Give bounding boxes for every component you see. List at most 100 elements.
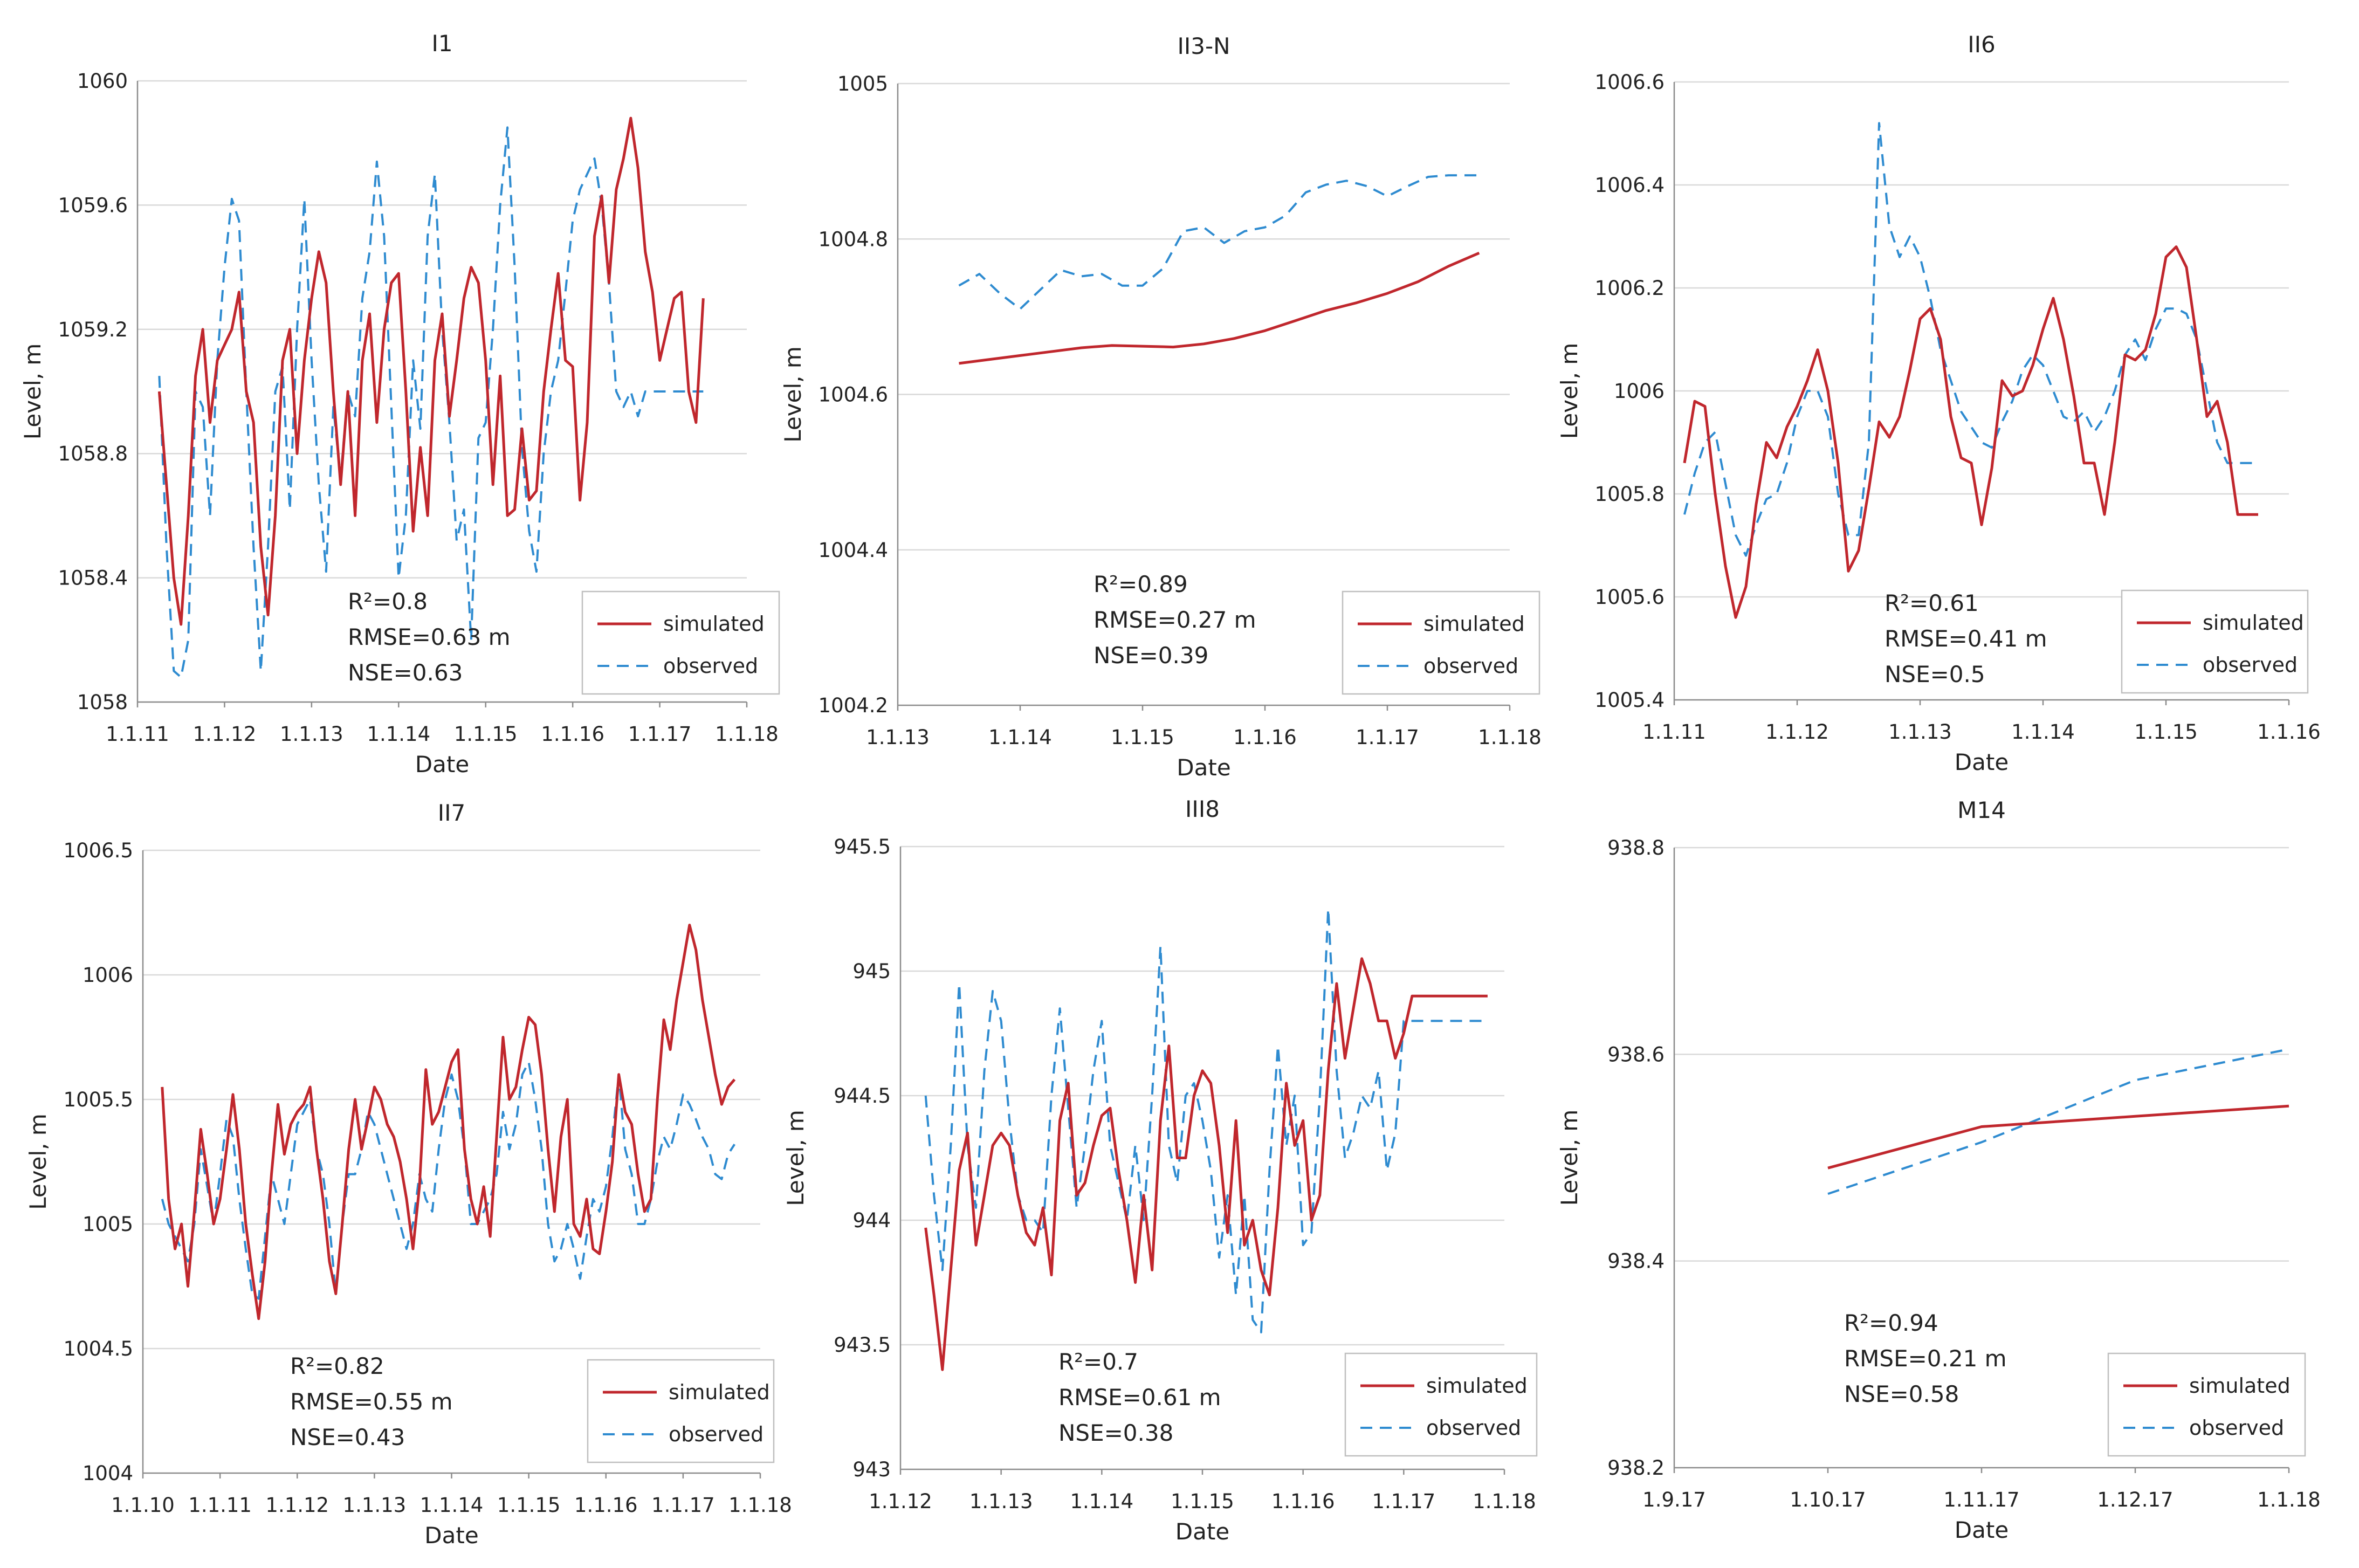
y-tick-label: 1004 xyxy=(82,1462,133,1485)
y-axis-label: Level, m xyxy=(780,346,806,442)
x-axis-label: Date xyxy=(424,1522,478,1549)
y-tick-label: 1006.4 xyxy=(1595,174,1665,197)
series-line-simulated xyxy=(924,957,1488,1371)
x-tick-label: 1.1.14 xyxy=(367,723,430,746)
x-tick-label: 1.1.18 xyxy=(1473,1490,1536,1513)
stat-text: NSE=0.38 xyxy=(1058,1420,1173,1446)
y-tick-label: 1005.6 xyxy=(1595,586,1665,609)
x-tick-label: 1.1.14 xyxy=(2011,720,2075,744)
y-tick-label: 938.4 xyxy=(1607,1250,1665,1273)
legend: simulated observed xyxy=(2107,1352,2306,1457)
legend: simulated observed xyxy=(1342,590,1540,695)
x-tick-label: 1.1.18 xyxy=(2257,1488,2321,1511)
y-tick-label: 1058.8 xyxy=(58,442,128,465)
chart-title: III8 xyxy=(1185,796,1220,822)
x-tick-label: 1.1.13 xyxy=(866,726,930,749)
legend: simulated observed xyxy=(587,1359,775,1463)
y-tick-label: 1005 xyxy=(837,72,888,95)
series-line-simulated xyxy=(161,924,736,1321)
y-tick-label: 1006.5 xyxy=(64,839,133,862)
x-axis-label: Date xyxy=(1955,1517,2009,1543)
x-tick-label: 1.1.16 xyxy=(2257,720,2321,744)
x-tick-label: 1.1.10 xyxy=(111,1494,175,1517)
x-tick-label: 1.1.18 xyxy=(1478,726,1542,749)
x-tick-label: 1.1.14 xyxy=(988,726,1052,749)
y-tick-label: 1005.8 xyxy=(1595,483,1665,506)
chart-title: I1 xyxy=(431,30,452,57)
y-axis-label: Level, m xyxy=(19,343,46,439)
y-tick-label: 1004.8 xyxy=(819,228,888,251)
y-tick-label: 1004.5 xyxy=(64,1337,133,1360)
stat-text: R²=0.82 xyxy=(290,1353,384,1379)
y-tick-label: 1058.4 xyxy=(58,567,128,590)
legend-box xyxy=(1342,590,1540,695)
chart-panel-iii8: 943 943.5 944 944.5 945 945.5 1.1.12 1.1.13 1.1.… xyxy=(782,796,1538,1545)
stat-text: NSE=0.63 xyxy=(348,659,463,686)
series-line-observed xyxy=(1827,1048,2289,1195)
y-tick-label: 1006.2 xyxy=(1595,277,1665,300)
chart-title: II3-N xyxy=(1177,33,1230,59)
y-tick-label: 1004.4 xyxy=(819,539,888,562)
stat-text: RMSE=0.61 m xyxy=(1058,1384,1221,1411)
legend-label-observed: observed xyxy=(2203,653,2298,677)
legend-label-observed: observed xyxy=(663,654,758,678)
y-tick-label: 1058 xyxy=(77,691,128,714)
legend-label-observed: observed xyxy=(669,1422,764,1446)
x-tick-label: 1.1.12 xyxy=(193,723,257,746)
y-tick-label: 1004.6 xyxy=(819,383,888,407)
stat-text: R²=0.7 xyxy=(1058,1349,1138,1375)
chart-panel-i1: 1058 1058.4 1058.8 1059.2 1059.6 1060 1.1.11 1.… xyxy=(19,30,780,778)
y-tick-label: 1004.2 xyxy=(819,694,888,717)
legend-box xyxy=(2107,1352,2306,1457)
y-tick-label: 945.5 xyxy=(834,835,891,858)
x-tick-label: 1.1.15 xyxy=(1111,726,1174,749)
y-tick-label: 938.2 xyxy=(1607,1456,1665,1480)
y-tick-label: 943.5 xyxy=(834,1333,891,1357)
x-tick-label: 1.12.17 xyxy=(2097,1488,2173,1511)
x-tick-label: 1.9.17 xyxy=(1642,1488,1706,1511)
x-tick-label: 1.1.16 xyxy=(574,1494,638,1517)
x-tick-label: 1.1.16 xyxy=(1233,726,1297,749)
legend-box xyxy=(587,1359,775,1463)
legend-label-simulated: simulated xyxy=(1426,1374,1528,1398)
x-tick-label: 1.1.15 xyxy=(497,1494,561,1517)
x-tick-label: 1.1.13 xyxy=(1888,720,1952,744)
x-tick-label: 1.1.14 xyxy=(420,1494,484,1517)
y-tick-label: 1059.6 xyxy=(58,194,128,217)
x-axis-label: Date xyxy=(1175,1518,1229,1545)
x-axis-label: Date xyxy=(1955,749,2009,775)
legend-label-simulated: simulated xyxy=(2189,1374,2291,1398)
x-tick-label: 1.1.17 xyxy=(1356,726,1419,749)
x-tick-label: 1.1.14 xyxy=(1070,1490,1133,1513)
y-tick-label: 1005.5 xyxy=(64,1088,133,1111)
y-tick-label: 1005.4 xyxy=(1595,689,1665,712)
legend: simulated observed xyxy=(1344,1352,1538,1457)
y-axis-label: Level, m xyxy=(782,1110,809,1206)
stat-text: RMSE=0.41 m xyxy=(1885,625,2047,652)
chart-title: II7 xyxy=(438,800,466,826)
y-axis-label: Level, m xyxy=(1556,343,1583,439)
series-line-simulated xyxy=(1827,1104,2289,1170)
x-tick-label: 1.1.13 xyxy=(969,1490,1033,1513)
x-tick-label: 1.1.11 xyxy=(1642,720,1706,744)
stat-text: NSE=0.43 xyxy=(290,1424,405,1450)
y-tick-label: 1006.6 xyxy=(1595,71,1665,94)
x-tick-label: 1.1.12 xyxy=(1765,720,1829,744)
x-axis-label: Date xyxy=(415,751,469,778)
chart-panel-ii7: 1004 1004.5 1005 1005.5 1006 1006.5 1.1.10 1.1.… xyxy=(25,800,792,1549)
y-axis-label: Level, m xyxy=(1556,1110,1583,1206)
y-tick-label: 1005 xyxy=(82,1213,133,1236)
series-line-observed xyxy=(161,1061,735,1300)
stat-text: RMSE=0.55 m xyxy=(290,1388,453,1415)
series-line-simulated xyxy=(1683,245,2258,619)
y-tick-label: 1006 xyxy=(82,964,133,987)
y-tick-label: 938.8 xyxy=(1607,836,1665,859)
stat-text: RMSE=0.27 m xyxy=(1093,607,1256,633)
x-tick-label: 1.1.11 xyxy=(106,723,169,746)
x-tick-label: 1.11.17 xyxy=(1943,1488,2019,1511)
series-line-observed xyxy=(1683,122,2258,557)
stat-text: RMSE=0.63 m xyxy=(348,624,511,650)
x-tick-label: 1.1.17 xyxy=(1372,1490,1435,1513)
series-line-observed xyxy=(924,907,1488,1333)
